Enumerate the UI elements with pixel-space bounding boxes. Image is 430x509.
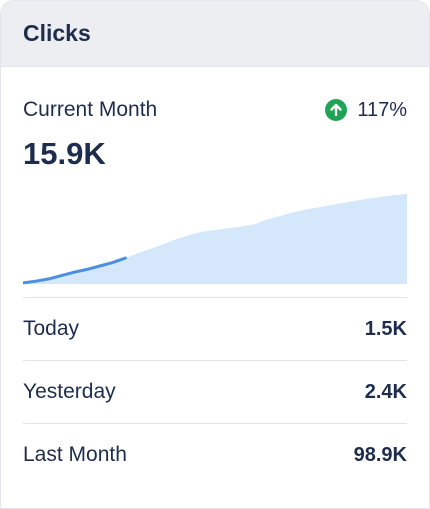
current-month-row: Current Month 117%	[1, 67, 429, 122]
arrow-up-circle-icon	[325, 99, 348, 121]
stat-value: 1.5K	[364, 317, 407, 340]
stat-value: 2.4K	[364, 380, 407, 403]
stat-value: 98.9K	[353, 443, 407, 466]
clicks-sparkline	[23, 186, 407, 286]
stat-label: Yesterday	[23, 380, 116, 403]
current-month-label: Current Month	[23, 98, 158, 121]
sparkline-highlight-line	[23, 256, 127, 285]
stats-list: Today 1.5K Yesterday 2.4K Last Month 98.…	[23, 297, 407, 486]
card-title: Clicks	[23, 20, 91, 46]
sparkline-svg	[23, 194, 407, 285]
current-month-value: 15.9K	[23, 136, 106, 171]
card-header: Clicks	[1, 1, 429, 67]
stat-label: Today	[23, 317, 80, 340]
change-indicator: 117%	[325, 99, 407, 122]
stat-row-yesterday: Yesterday 2.4K	[23, 360, 407, 423]
stat-row-last-month: Last Month 98.9K	[23, 423, 407, 486]
stat-label: Last Month	[23, 443, 127, 466]
stat-row-today: Today 1.5K	[23, 297, 407, 360]
change-percent: 117%	[357, 98, 407, 121]
